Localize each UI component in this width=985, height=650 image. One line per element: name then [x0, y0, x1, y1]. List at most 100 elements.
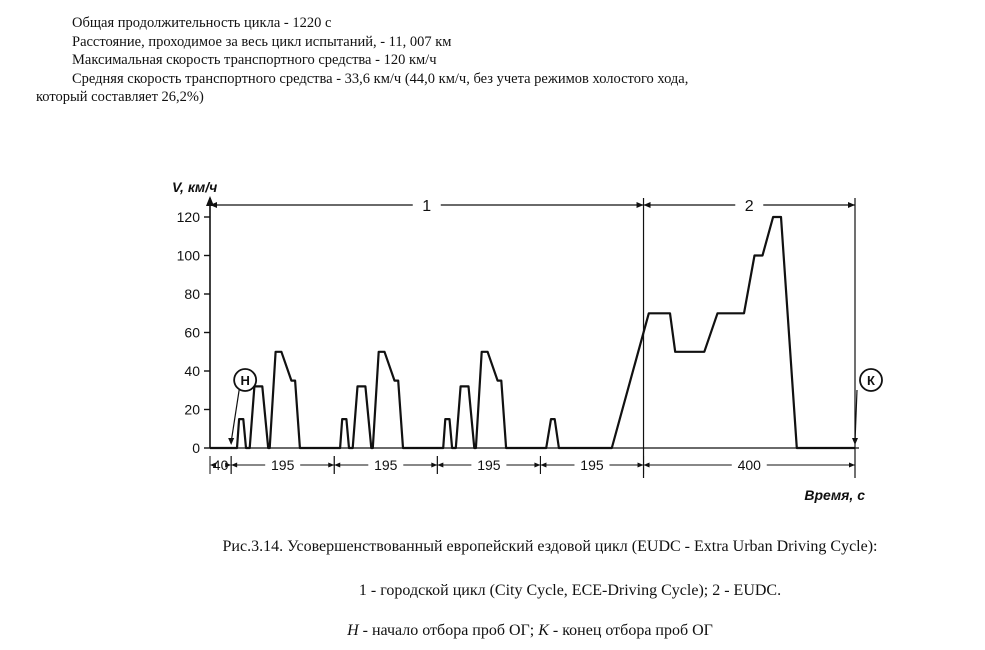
- data-point: [238, 418, 240, 420]
- data-point: [780, 216, 782, 218]
- y-tick-label: 40: [184, 363, 200, 379]
- data-point: [516, 447, 518, 449]
- data-point: [261, 385, 263, 387]
- segment-arrow: [334, 462, 341, 468]
- y-axis-arrow: [206, 196, 214, 206]
- y-tick-label: 120: [177, 209, 201, 225]
- data-point: [339, 447, 341, 449]
- data-point: [761, 254, 764, 257]
- segment-arrow: [437, 462, 444, 468]
- figure-caption-markers: Н - начало отбора проб ОГ; К - конец отб…: [90, 622, 970, 640]
- intro-text: Общая продолжительность цикла - 1220 с Р…: [36, 14, 936, 107]
- segment-label: 400: [738, 457, 762, 473]
- y-tick-label: 60: [184, 325, 200, 341]
- x-axis-label: Время, с: [804, 487, 865, 503]
- data-point: [648, 312, 650, 314]
- data-point: [436, 447, 438, 449]
- intro-line-duration: Общая продолжительность цикла - 1220 с: [72, 15, 332, 31]
- data-point: [416, 447, 418, 449]
- data-point: [703, 351, 705, 353]
- data-point: [600, 447, 602, 449]
- phase-label: 1: [422, 198, 431, 215]
- data-point: [519, 447, 521, 449]
- data-point: [574, 447, 576, 449]
- data-point: [412, 447, 415, 449]
- figure-caption-legend: 1 - городской цикл (City Cycle, ECE-Driv…: [358, 582, 782, 599]
- phase-arrow-right: [636, 202, 644, 208]
- data-point: [269, 447, 271, 449]
- y-tick-label: 100: [177, 248, 201, 264]
- y-tick-label: 80: [184, 286, 200, 302]
- marker-pointer-line: [854, 389, 858, 443]
- data-point: [473, 447, 475, 449]
- data-point: [294, 380, 296, 382]
- data-point: [455, 447, 457, 449]
- segment-arrow: [231, 462, 238, 468]
- data-point: [290, 380, 293, 382]
- marker-pointer-arrow: [228, 438, 235, 445]
- data-point: [505, 447, 507, 449]
- chart-marks: [209, 215, 883, 450]
- data-point: [378, 351, 380, 353]
- figure-caption-title: Рис.3.14. Усовершенствованный европейски…: [222, 538, 878, 555]
- chart-axes: [204, 196, 859, 478]
- data-point: [510, 447, 512, 449]
- data-point: [497, 380, 499, 382]
- data-point: [854, 447, 856, 449]
- segment-arrow: [328, 462, 335, 468]
- segment-arrow: [225, 462, 232, 468]
- data-point: [230, 447, 232, 449]
- data-point: [209, 447, 211, 449]
- data-point: [309, 447, 312, 449]
- data-point: [448, 418, 451, 420]
- data-point: [550, 418, 552, 420]
- intro-line-avg-speed: Средняя скорость транспортного средства …: [72, 70, 689, 87]
- data-point: [274, 351, 277, 353]
- data-point: [352, 447, 354, 449]
- data-point: [753, 254, 756, 257]
- data-point: [481, 351, 483, 353]
- data-point: [407, 447, 409, 449]
- data-point: [716, 312, 719, 314]
- y-tick-label: 0: [192, 440, 200, 456]
- data-point: [370, 447, 372, 449]
- caption-h-symbol: Н: [347, 622, 359, 639]
- data-point: [772, 216, 774, 218]
- data-point: [356, 385, 359, 387]
- segment-label: 195: [580, 457, 604, 473]
- data-point: [611, 447, 613, 449]
- data-point: [299, 447, 301, 449]
- data-point: [467, 385, 470, 387]
- data-point: [442, 447, 444, 449]
- segment-label: 195: [477, 457, 501, 473]
- marker-pointer-line: [230, 389, 240, 443]
- phase-arrow-right: [848, 202, 855, 208]
- data-point: [280, 351, 282, 353]
- caption-k-text: - конец отбора проб ОГ: [548, 622, 713, 639]
- segment-arrow: [849, 462, 855, 468]
- speed-series-line: [210, 215, 855, 450]
- data-point: [444, 418, 446, 420]
- segment-label: 195: [374, 457, 398, 473]
- data-point: [814, 447, 816, 449]
- data-point: [500, 380, 502, 382]
- data-point: [743, 312, 745, 314]
- data-point: [486, 351, 489, 353]
- data-point: [249, 447, 251, 449]
- segment-arrow: [210, 462, 216, 468]
- segment-arrow: [643, 462, 650, 468]
- intro-line-max-speed: Максимальная скорость транспортного сред…: [72, 52, 437, 68]
- data-point: [304, 447, 306, 449]
- data-point: [364, 385, 367, 387]
- segment-arrow: [540, 462, 547, 468]
- segment-arrow: [431, 462, 438, 468]
- data-point: [393, 380, 396, 382]
- data-point: [236, 447, 238, 449]
- segment-arrow: [534, 462, 541, 468]
- phase-label: 2: [745, 198, 754, 215]
- data-point: [313, 447, 315, 449]
- end-marker-label: К: [867, 373, 875, 388]
- data-point: [341, 418, 343, 420]
- phase-arrow-left: [210, 202, 217, 208]
